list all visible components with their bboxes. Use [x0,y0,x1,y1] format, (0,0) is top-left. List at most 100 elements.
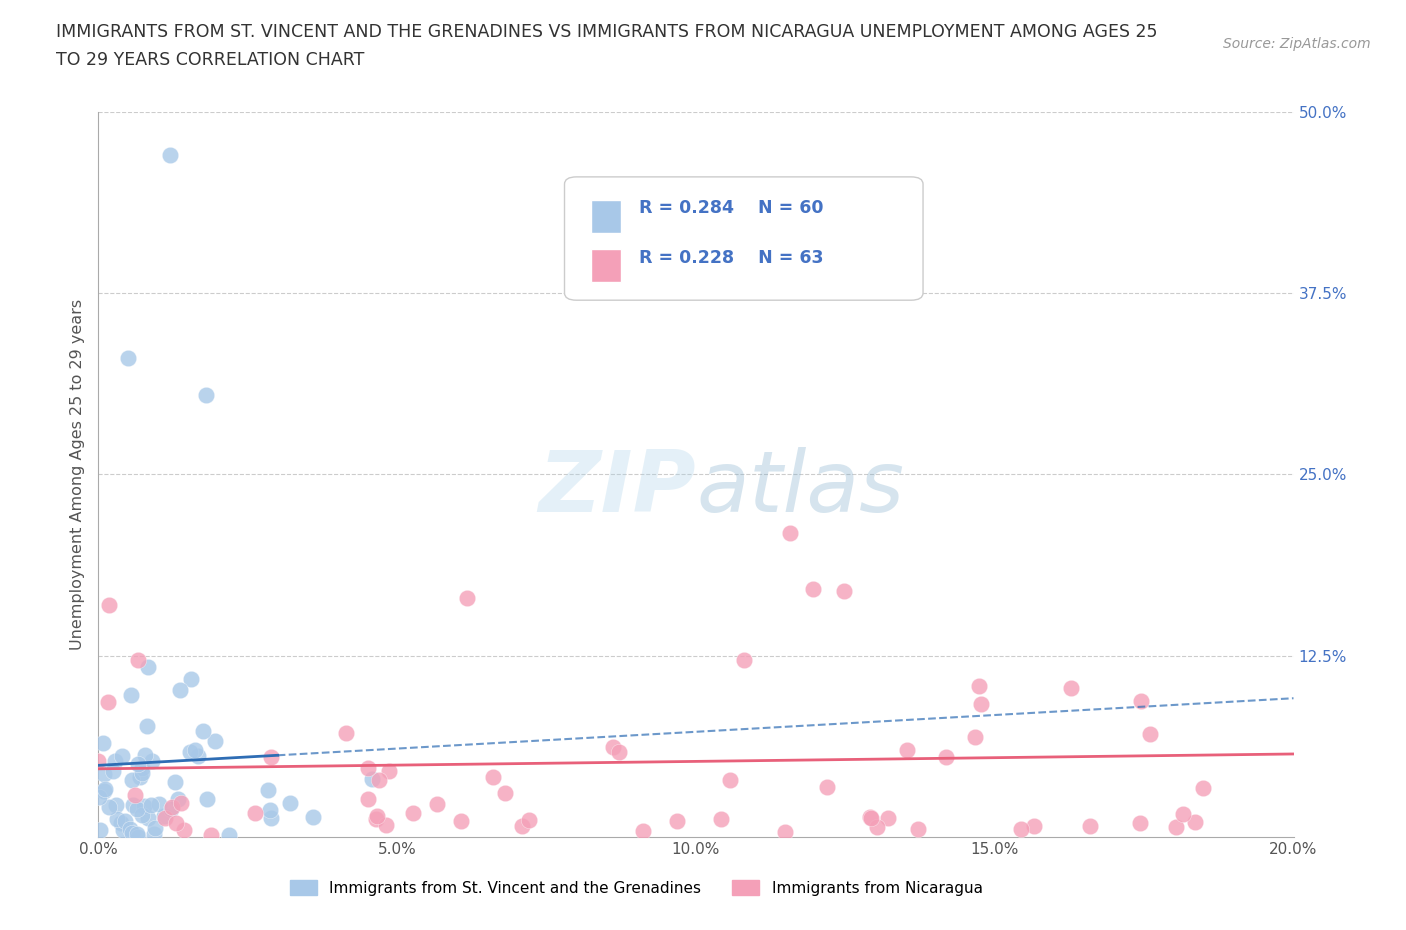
Point [153,811,176,826]
Point [128,769,150,784]
Point [204,734,226,749]
Point [1164,819,1187,834]
Point [136,811,159,826]
Point [710,811,733,826]
Point [184,742,207,757]
Point [1060,680,1083,695]
Text: IMMIGRANTS FROM ST. VINCENT AND THE GRENADINES VS IMMIGRANTS FROM NICARAGUA UNEM: IMMIGRANTS FROM ST. VINCENT AND THE GREN… [56,23,1157,41]
Point [118,821,141,836]
Point [141,798,163,813]
Point [195,791,218,806]
Point [169,683,191,698]
Point [124,788,146,803]
Point [1184,814,1206,829]
Point [127,652,149,667]
Point [218,828,240,843]
Point [148,797,170,812]
Point [378,764,401,778]
Point [1130,694,1153,709]
Text: TO 29 YEARS CORRELATION CHART: TO 29 YEARS CORRELATION CHART [56,51,364,69]
Text: atlas: atlas [696,447,904,530]
Point [117,351,139,365]
Point [110,749,132,764]
Point [718,773,741,788]
Point [87,790,110,804]
Point [94,782,117,797]
Point [121,826,143,841]
Point [101,764,124,778]
FancyBboxPatch shape [565,177,924,300]
Point [135,719,157,734]
Point [935,750,957,764]
Point [859,810,882,825]
Point [815,779,838,794]
Point [357,761,380,776]
Point [302,810,325,825]
Point [402,806,425,821]
Point [335,726,357,741]
Point [832,583,855,598]
Point [179,745,201,760]
Point [510,819,533,834]
Point [1139,726,1161,741]
Point [1173,807,1195,822]
Point [142,827,165,842]
Point [866,820,889,835]
Y-axis label: Unemployment Among Ages 25 to 29 years: Unemployment Among Ages 25 to 29 years [69,299,84,650]
FancyBboxPatch shape [591,201,620,233]
Point [87,753,110,768]
Text: Source: ZipAtlas.com: Source: ZipAtlas.com [1223,37,1371,51]
Point [1129,816,1152,830]
Point [456,591,478,605]
Point [104,753,127,768]
Point [260,811,283,826]
Point [1024,818,1046,833]
Point [131,765,153,780]
Point [259,803,281,817]
Point [127,757,149,772]
Point [450,813,472,828]
Point [93,767,115,782]
Point [120,687,142,702]
Point [170,795,193,810]
Text: R = 0.284    N = 60: R = 0.284 N = 60 [638,199,823,217]
Point [121,797,143,812]
Point [257,783,280,798]
Point [1191,780,1213,795]
Point [633,823,655,838]
Point [98,598,121,613]
Point [180,671,202,686]
Point [607,745,630,760]
Point [366,808,388,823]
Legend: Immigrants from St. Vincent and the Grenadines, Immigrants from Nicaragua: Immigrants from St. Vincent and the Gren… [284,873,988,902]
Point [517,813,540,828]
Point [200,827,222,842]
Point [426,797,449,812]
Point [967,679,990,694]
Point [162,800,184,815]
Point [733,653,755,668]
Point [105,811,128,826]
Text: ZIP: ZIP [538,447,696,530]
Point [110,816,132,830]
Point [97,695,120,710]
Point [145,820,167,835]
Point [665,814,688,829]
Point [134,748,156,763]
Point [374,817,396,832]
Point [195,387,218,402]
Point [136,659,159,674]
Point [859,811,882,826]
Point [127,830,149,844]
Point [773,825,796,840]
Point [243,805,266,820]
Point [779,525,801,540]
Point [756,271,779,286]
Point [173,823,195,838]
Point [970,697,993,711]
Point [165,816,187,830]
FancyBboxPatch shape [591,249,620,282]
Point [141,754,163,769]
Point [93,784,115,799]
Text: R = 0.228    N = 63: R = 0.228 N = 63 [638,249,823,267]
